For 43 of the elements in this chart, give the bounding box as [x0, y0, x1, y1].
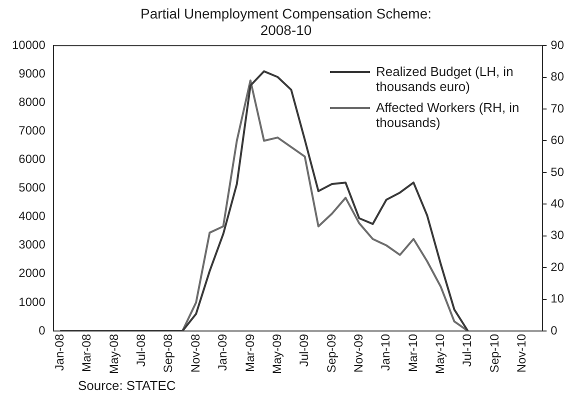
- x-tick-label: May-08: [106, 334, 121, 374]
- x-tick-label: Jul-10: [460, 334, 474, 367]
- y2-tick-label: 0: [550, 323, 558, 338]
- x-tick-label: May-09: [270, 334, 284, 374]
- x-tick-label: Jan-09: [216, 334, 230, 371]
- y2-tick-label: 30: [550, 228, 564, 242]
- y-tick-label: 5000: [18, 180, 46, 195]
- y-tick-label: 10000: [12, 38, 46, 52]
- x-tick-label: Jan-08: [52, 334, 66, 371]
- y-tick-label: 4000: [18, 209, 46, 224]
- y2-tick-label: 20: [550, 260, 564, 274]
- source-note: Source: STATEC: [78, 378, 176, 393]
- y2-tick-label: 70: [550, 101, 564, 116]
- y2-tick-label: 90: [550, 38, 564, 52]
- y2-tick-label: 10: [550, 292, 564, 306]
- x-tick-label: Nov-10: [514, 334, 529, 373]
- y-tick-label: 1000: [18, 294, 46, 309]
- y-tick-label: 8000: [18, 94, 46, 109]
- y2-tick-label: 80: [550, 70, 564, 84]
- x-tick-label: Sep-09: [324, 334, 338, 373]
- y2-tick-label: 50: [550, 164, 564, 179]
- x-tick-label: Mar-10: [406, 334, 420, 372]
- x-tick-label: Sep-08: [161, 334, 176, 373]
- y2-tick-label: 60: [550, 133, 564, 148]
- y-tick-label: 7000: [18, 124, 46, 138]
- x-tick-label: May-10: [433, 334, 448, 374]
- x-tick-label: Jul-08: [134, 334, 148, 367]
- y-tick-label: 6000: [18, 152, 46, 166]
- x-tick-label: Mar-08: [80, 334, 94, 372]
- legend-label: Affected Workers (RH, in thousands): [376, 100, 520, 130]
- y-tick-label: 0: [38, 323, 46, 338]
- x-tick-label: Jan-10: [378, 334, 393, 371]
- x-tick-label: Jul-09: [297, 334, 312, 367]
- x-tick-label: Mar-09: [242, 334, 257, 372]
- y-tick-label: 9000: [18, 66, 46, 80]
- x-tick-label: Sep-10: [487, 334, 502, 373]
- y-tick-label: 2000: [18, 266, 46, 280]
- x-tick-label: Nov-09: [351, 334, 366, 373]
- legend-label: Realized Budget (LH, in thousands euro): [376, 64, 514, 94]
- y-tick-label: 3000: [18, 238, 46, 252]
- chart-title: Partial Unemployment Compensation Scheme: 2008-10: [140, 5, 432, 38]
- y2-tick-label: 40: [550, 196, 564, 210]
- x-tick-label: Nov-08: [188, 334, 202, 373]
